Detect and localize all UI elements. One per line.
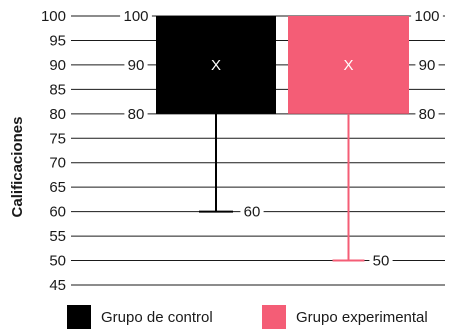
legend-label-grupo-experimental: Grupo experimental xyxy=(296,309,428,326)
y-tick-label-85: 85 xyxy=(49,81,66,98)
value-label-bg-mean-grupo-de-control xyxy=(124,55,148,73)
y-tick-label-75: 75 xyxy=(49,130,66,147)
box-body-grupo-de-control xyxy=(156,16,276,114)
box-series: X 100 90 80 60 X 100 90 80 50 xyxy=(120,7,443,270)
y-tick-label-80: 80 xyxy=(49,106,66,123)
y-tick-label-55: 55 xyxy=(49,228,66,245)
box-grupo-experimental: X 100 90 80 50 xyxy=(288,7,443,270)
value-label-bg-box-high-grupo-experimental xyxy=(411,7,443,24)
value-label-box-low-grupo-experimental: 80 xyxy=(419,106,436,123)
y-tick-label-60: 60 xyxy=(49,204,66,221)
mean-marker-grupo-experimental: X xyxy=(343,57,353,74)
box-grupo-de-control: X 100 90 80 60 xyxy=(120,7,276,221)
y-axis-label: Calificaciones xyxy=(9,117,26,218)
y-tick-label-100: 100 xyxy=(41,8,66,25)
value-label-mean-grupo-de-control: 90 xyxy=(128,57,145,74)
box-body-grupo-experimental xyxy=(288,16,409,114)
legend-label-grupo-de-control: Grupo de control xyxy=(101,309,213,326)
legend-swatch-grupo-de-control xyxy=(67,305,91,329)
legend-item-grupo-de-control: Grupo de control xyxy=(67,305,213,329)
value-label-whisker-low-grupo-de-control: 60 xyxy=(244,204,261,221)
y-tick-label-65: 65 xyxy=(49,179,66,196)
value-label-bg-box-low-grupo-de-control xyxy=(124,104,148,122)
legend-item-grupo-experimental: Grupo experimental xyxy=(262,305,428,329)
y-tick-label-90: 90 xyxy=(49,57,66,74)
value-label-box-high-grupo-experimental: 100 xyxy=(414,8,439,25)
value-label-bg-whisker-low-grupo-de-control xyxy=(240,202,264,220)
legend: Grupo de control Grupo experimental xyxy=(67,305,428,329)
y-tick-label-45: 45 xyxy=(49,277,66,294)
value-label-bg-box-high-grupo-de-control xyxy=(120,7,152,24)
value-label-bg-box-low-grupo-experimental xyxy=(415,104,439,122)
value-label-whisker-low-grupo-experimental: 50 xyxy=(373,253,390,270)
legend-swatch-grupo-experimental xyxy=(262,305,286,329)
y-tick-label-70: 70 xyxy=(49,155,66,172)
y-tick-label-95: 95 xyxy=(49,32,66,49)
value-label-bg-whisker-low-grupo-experimental xyxy=(369,251,393,269)
value-label-box-low-grupo-de-control: 80 xyxy=(128,106,145,123)
value-label-mean-grupo-experimental: 90 xyxy=(419,57,436,74)
value-label-bg-mean-grupo-experimental xyxy=(415,55,439,73)
y-tick-label-50: 50 xyxy=(49,253,66,270)
mean-marker-grupo-de-control: X xyxy=(211,57,221,74)
y-axis-ticks: 100 95 90 85 80 75 70 65 60 55 50 45 xyxy=(41,8,66,294)
value-label-box-high-grupo-de-control: 100 xyxy=(123,8,148,25)
